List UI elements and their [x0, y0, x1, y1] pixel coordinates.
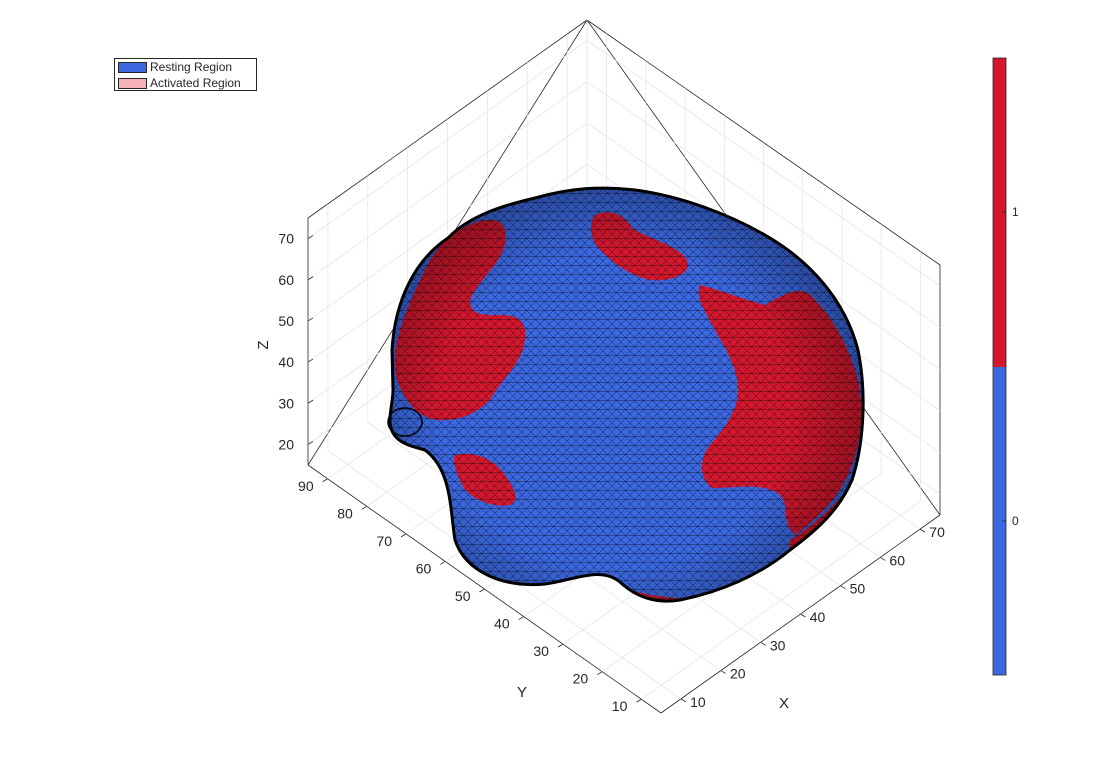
- grid-z-left-4: [307, 81, 588, 281]
- z-tick-label-1: 30: [278, 395, 294, 411]
- z-tick-5: [307, 235, 314, 239]
- x-tick-label-6: 70: [929, 524, 945, 540]
- grid-z-right-4: [586, 81, 941, 328]
- colorbar-segment-activated: [993, 58, 1006, 367]
- grid-z-right-5: [586, 40, 941, 287]
- legend-label-resting: Resting Region: [150, 60, 233, 74]
- y-tick-label-3: 40: [494, 616, 510, 632]
- x-tick-label-3: 40: [810, 609, 826, 625]
- x-tick-label-2: 30: [770, 637, 786, 653]
- y-axis-ticks: 10 20 30 40 50 60 70 80 90: [298, 478, 642, 714]
- z-axis-label: Z: [255, 340, 272, 349]
- z-tick-3: [307, 317, 314, 322]
- x-tick-label-0: 10: [690, 694, 706, 710]
- y-tick-label-4: 50: [455, 588, 471, 604]
- grid-y-floor-0: [641, 500, 921, 700]
- x-tick-5: [880, 557, 886, 561]
- z-tick-1: [307, 399, 314, 404]
- y-tick-7: [361, 505, 368, 510]
- y-tick-label-5: 60: [416, 560, 432, 576]
- legend-item-activated: Activated Region: [118, 76, 241, 90]
- x-tick-4: [840, 585, 846, 590]
- z-tick-label-0: 20: [278, 436, 294, 452]
- x-axis-label: X: [779, 695, 789, 712]
- colorbar-segment-resting: [993, 367, 1006, 675]
- z-tick-label-5: 70: [278, 231, 294, 247]
- x-tick-6: [919, 528, 926, 533]
- y-tick-label-6: 70: [376, 533, 392, 549]
- z-axis-ticks: 20 30 40 50 60 70: [278, 231, 314, 452]
- y-tick-4: [479, 588, 485, 593]
- y-tick-label-7: 80: [337, 505, 353, 521]
- grid-z-left-5: [307, 40, 588, 239]
- legend-item-resting: Resting Region: [118, 60, 232, 74]
- brain-surface: [387, 186, 865, 603]
- y-tick-5: [440, 561, 446, 565]
- x-tick-3: [800, 613, 806, 618]
- y-tick-0: [636, 698, 642, 703]
- y-axis-label: Y: [517, 684, 527, 701]
- y-tick-label-8: 90: [298, 478, 314, 494]
- legend-swatch-resting: [118, 61, 147, 73]
- colorbar: 1 0: [992, 57, 1019, 676]
- y-tick-3: [518, 616, 524, 620]
- colorbar-tick-label-0: 0: [1012, 514, 1019, 528]
- x-tick-label-1: 20: [730, 666, 746, 682]
- y-tick-label-0: 10: [612, 698, 628, 714]
- y-tick-1: [596, 671, 603, 676]
- x-tick-0: [680, 698, 687, 703]
- x-tick-2: [760, 641, 766, 646]
- z-tick-2: [307, 358, 314, 363]
- y-tick-2: [557, 643, 564, 648]
- legend-label-activated: Activated Region: [150, 76, 241, 90]
- brain-outline: [388, 186, 865, 603]
- y-tick-label-1: 20: [573, 671, 589, 687]
- x-axis-ticks: 10 20 30 40 50 60 70: [680, 524, 945, 710]
- x-tick-label-4: 50: [850, 581, 866, 597]
- z-tick-label-3: 50: [278, 313, 294, 329]
- z-tick-4: [307, 276, 314, 281]
- y-tick-8: [322, 478, 328, 483]
- z-tick-label-2: 40: [278, 354, 294, 370]
- legend: Resting Region Activated Region: [114, 58, 257, 91]
- x-tick-1: [720, 670, 726, 674]
- colorbar-tick-label-1: 1: [1012, 205, 1019, 219]
- y-tick-label-2: 30: [533, 643, 549, 659]
- z-tick-label-4: 60: [278, 272, 294, 288]
- grid-z-left-3: [307, 122, 588, 322]
- x-tick-label-5: 60: [889, 552, 905, 568]
- colorbar-frame: [992, 57, 1007, 676]
- legend-swatch-activated: [118, 77, 147, 89]
- z-tick-0: [307, 441, 314, 445]
- y-tick-6: [400, 533, 407, 538]
